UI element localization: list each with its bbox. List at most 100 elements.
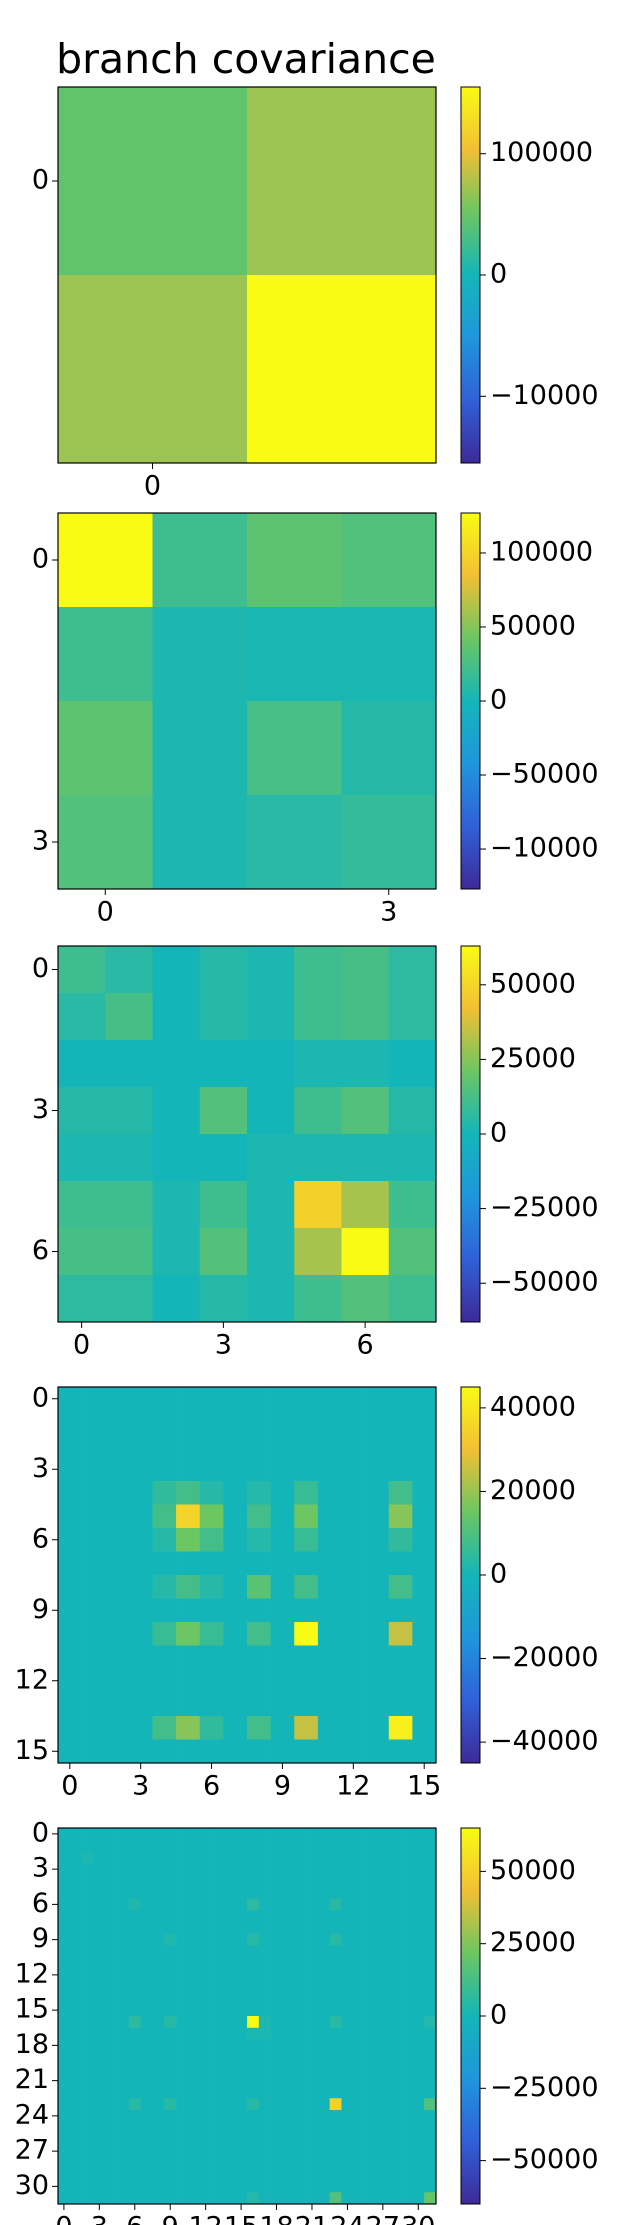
heatmap-cell bbox=[270, 2016, 283, 2029]
heatmap-cell bbox=[176, 1969, 189, 1982]
heatmap-cell bbox=[187, 2192, 201, 2205]
heatmap-cell bbox=[376, 1933, 390, 1946]
heatmap-cell bbox=[247, 2004, 260, 2017]
heatmap-cell bbox=[329, 2098, 342, 2111]
heatmap-cell bbox=[199, 2121, 212, 2134]
heatmap-cell bbox=[58, 1839, 71, 1852]
heatmap-cell bbox=[247, 2180, 260, 2193]
heatmap-cell bbox=[353, 1992, 366, 2005]
heatmap-cell bbox=[412, 1969, 425, 1982]
heatmap-cell bbox=[199, 1134, 248, 1182]
heatmap-cell bbox=[199, 1504, 224, 1529]
heatmap-cell bbox=[58, 1828, 71, 1841]
heatmap-cell bbox=[341, 1134, 390, 1182]
heatmap-cell bbox=[388, 1669, 413, 1693]
heatmap-cell bbox=[341, 1898, 354, 1911]
heatmap-cell bbox=[353, 2168, 366, 2181]
heatmap-cell bbox=[128, 1575, 153, 1599]
heatmap-cell bbox=[199, 1992, 212, 2005]
heatmap-cell bbox=[329, 1910, 342, 1923]
heatmap-cell bbox=[365, 1551, 390, 1576]
x-tick-label: 3 bbox=[132, 1771, 149, 1802]
colorbar bbox=[460, 512, 481, 890]
heatmap-cell bbox=[365, 1481, 390, 1505]
heatmap-cell bbox=[69, 2027, 82, 2040]
heatmap-cell bbox=[247, 1828, 260, 1841]
heatmap-cell bbox=[294, 1851, 307, 1864]
heatmap-cell bbox=[306, 2051, 319, 2064]
heatmap-cell bbox=[235, 1969, 248, 1982]
heatmap-cell bbox=[294, 2192, 307, 2205]
heatmap-cell bbox=[294, 1504, 319, 1529]
heatmap-cell bbox=[294, 1275, 342, 1323]
heatmap-cell bbox=[412, 1851, 425, 1864]
heatmap-cell bbox=[176, 2121, 189, 2134]
heatmap-cell bbox=[69, 1851, 82, 1864]
heatmap-cell bbox=[176, 1645, 201, 1670]
heatmap-cell bbox=[317, 1504, 342, 1529]
heatmap-cell bbox=[306, 2039, 319, 2052]
heatmap-cell bbox=[223, 2180, 236, 2193]
heatmap-cell bbox=[365, 2086, 378, 2099]
heatmap-cell bbox=[247, 2074, 260, 2087]
heatmap-cell bbox=[329, 2074, 342, 2087]
heatmap-cell bbox=[58, 1922, 71, 1935]
heatmap-cell bbox=[58, 2133, 71, 2146]
heatmap-cell bbox=[235, 1839, 248, 1852]
heatmap-cell bbox=[81, 1598, 106, 1623]
heatmap-cell bbox=[258, 1851, 271, 1864]
heatmap-cell bbox=[376, 1875, 390, 1888]
heatmap-cell bbox=[270, 2086, 283, 2099]
heatmap-cell bbox=[317, 2086, 330, 2099]
heatmap-cell bbox=[117, 2074, 130, 2087]
heatmap-cell bbox=[187, 2016, 201, 2029]
heatmap-cell bbox=[152, 1275, 201, 1323]
heatmap-cell bbox=[353, 2004, 366, 2017]
heatmap-cell bbox=[117, 2145, 130, 2158]
heatmap-cell bbox=[306, 1933, 319, 1946]
heatmap-cell bbox=[211, 2063, 224, 2076]
heatmap-cell bbox=[329, 1828, 342, 1841]
heatmap-cell bbox=[81, 1839, 94, 1852]
heatmap-cell bbox=[341, 2110, 354, 2123]
heatmap-cell bbox=[223, 1980, 236, 1993]
heatmap-cell bbox=[187, 2121, 201, 2134]
heatmap-cell bbox=[282, 2098, 295, 2111]
heatmap-cell bbox=[140, 1851, 153, 1864]
heatmap-cell bbox=[164, 1898, 177, 1911]
heatmap-cell bbox=[164, 2133, 177, 2146]
heatmap-cell bbox=[223, 1692, 248, 1717]
heatmap-cell bbox=[176, 1898, 189, 1911]
heatmap-cell bbox=[365, 1716, 390, 1740]
heatmap-cell bbox=[235, 2133, 248, 2146]
heatmap-cell bbox=[388, 1434, 413, 1458]
y-tick-label: 0 bbox=[32, 544, 49, 575]
heatmap-cell bbox=[424, 1863, 437, 1876]
heatmap-cell bbox=[58, 2063, 71, 2076]
y-tick-label: 3 bbox=[32, 1453, 49, 1484]
heatmap-cell bbox=[424, 2121, 437, 2134]
heatmap-cell bbox=[258, 2110, 271, 2123]
heatmap-cell bbox=[235, 2039, 248, 2052]
heatmap-cell bbox=[69, 1992, 82, 2005]
heatmap-cell bbox=[211, 2145, 224, 2158]
heatmap-cell bbox=[317, 2145, 330, 2158]
heatmap-cell bbox=[258, 2121, 271, 2134]
heatmap-cell bbox=[176, 2039, 189, 2052]
heatmap-cell bbox=[400, 1957, 413, 1970]
heatmap-cell bbox=[81, 1481, 106, 1505]
heatmap-cell bbox=[69, 2180, 82, 2193]
heatmap-cell bbox=[317, 1957, 330, 1970]
heatmap-cell bbox=[341, 1875, 354, 1888]
heatmap-cell bbox=[388, 1457, 413, 1482]
x-tick-label: 27 bbox=[366, 2212, 400, 2225]
heatmap-cell bbox=[69, 1910, 82, 1923]
heatmap-cell bbox=[412, 1551, 437, 1576]
heatmap-cell bbox=[412, 2180, 425, 2193]
heatmap-cell bbox=[388, 1716, 413, 1740]
heatmap-cell bbox=[412, 2110, 425, 2123]
heatmap-cell bbox=[199, 1528, 224, 1552]
heatmap-cell bbox=[388, 1863, 401, 1876]
heatmap-cell bbox=[400, 1839, 413, 1852]
x-tick-label: 21 bbox=[295, 2212, 329, 2225]
